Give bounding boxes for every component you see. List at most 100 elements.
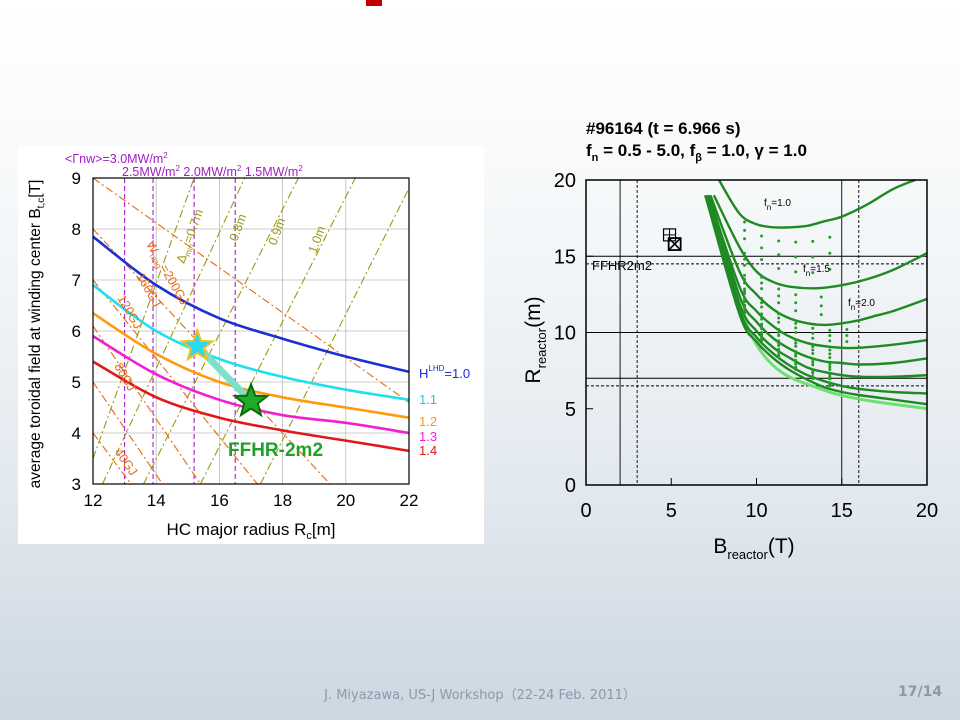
right-scan-dot (760, 312, 764, 316)
right-ytick-label: 10 (554, 323, 576, 345)
wmag-contour-line (92, 381, 163, 485)
right-markers (662, 228, 682, 251)
right-scan-dot (794, 309, 798, 313)
right-series-line-4 (707, 194, 928, 366)
fn-label-2-0: fn=2.0 (848, 298, 875, 312)
left-ytick-label: 5 (72, 373, 81, 392)
right-scan-dot (794, 321, 798, 325)
right-ylabel: Rreactor(m) (522, 296, 549, 383)
design-star-initial (179, 327, 216, 362)
right-scan-dot (811, 371, 815, 375)
right-scan-dot (777, 301, 781, 305)
right-scan-dot (743, 273, 747, 277)
hc-field-chart: 12 14 16 18 20 22 3 4 5 6 7 8 9 <Γnw>=3.0MW/m2 2.5MW… (27, 151, 470, 542)
right-xtick-label: 0 (580, 500, 591, 522)
right-scan-dot (828, 267, 832, 271)
design-points (179, 327, 270, 418)
right-ticks: 0 5 10 15 20 0 5 10 15 20 (554, 170, 938, 522)
right-scan-dot (777, 355, 781, 359)
right-title-line1: #96164 (t = 6.966 s) (586, 119, 741, 138)
left-ticks: 12 14 16 18 20 22 3 4 5 6 7 8 9 (72, 169, 419, 510)
right-scan-dot (760, 334, 764, 338)
right-scan-dot (811, 336, 815, 340)
right-ytick-label: 5 (565, 399, 576, 421)
right-scan-dot (760, 317, 764, 321)
left-ytick-label: 4 (72, 424, 81, 443)
right-scan-dot (743, 289, 747, 293)
design-star-ffhr (232, 381, 270, 418)
right-scan-dot (743, 220, 747, 224)
ffhr2m2-label: FFHR2m2 (592, 258, 652, 273)
legend-label-1-1: 1.1 (419, 392, 437, 407)
left-ytick-label: 7 (72, 271, 81, 290)
right-scan-dot (828, 367, 832, 371)
left-ytick-label: 6 (72, 322, 81, 341)
right-scan-dot (828, 362, 832, 366)
right-xlabel: Breactor(T) (713, 535, 794, 562)
right-scan-dot (794, 301, 798, 305)
right-scan-dot (828, 334, 832, 338)
fn-label-1-0: fn=1.0 (764, 198, 791, 212)
left-series-line-0 (92, 235, 410, 374)
right-ytick-label: 15 (554, 246, 576, 268)
right-scan-dot (794, 344, 798, 348)
right-scan-dot (777, 339, 781, 343)
left-xtick-label: 18 (273, 491, 292, 510)
right-scan-dot (794, 270, 798, 274)
right-ytick-label: 0 (565, 475, 576, 497)
right-scan-dot (845, 334, 849, 338)
right-scan-dot (811, 331, 815, 335)
right-scan-dot (777, 312, 781, 316)
right-scan-dot (777, 239, 781, 243)
ffhr-annotation: FFHR-2m2 (228, 440, 323, 461)
nw-header-line1: <Γnw>=3.0MW/m2 (65, 151, 168, 166)
right-scan-dot (828, 365, 832, 369)
right-scan-dot (743, 263, 747, 267)
left-xtick-label: 14 (147, 491, 166, 510)
right-scan-dot (811, 377, 815, 381)
right-scan-dot (743, 228, 747, 232)
right-scan-dot (828, 372, 832, 376)
right-scan-dot (819, 304, 823, 308)
right-chart-panel: #96164 (t = 6.966 s) fn = 0.5 - 5.0, fβ … (492, 110, 952, 580)
right-scan-dot (760, 314, 764, 318)
right-scan-dot (811, 360, 815, 364)
right-scan-dot (777, 331, 781, 334)
delta-contour-line (143, 177, 299, 485)
left-series-line-1 (92, 284, 410, 402)
right-scan-dot (760, 324, 764, 328)
right-scan-dot (777, 343, 781, 347)
delta-contour-line (259, 187, 410, 485)
right-scan-dot (777, 253, 781, 257)
wmag-label-40: 40GJ (112, 446, 141, 479)
right-scan-dot (760, 301, 764, 305)
footer-citation: J. Miyazawa, US-J Workshop（22-24 Feb. 20… (324, 688, 636, 703)
right-scan-dot (760, 258, 764, 262)
right-scan-dot (760, 246, 764, 250)
right-scan-dot (811, 358, 815, 362)
delta-label-07: Δmin=0.7m (174, 207, 208, 265)
right-scan-dot (828, 377, 832, 381)
wmag-label-80: 80GJ (111, 361, 138, 394)
right-title-line2: fn = 0.5 - 5.0, fβ = 1.0, γ = 1.0 (586, 141, 807, 164)
right-series-line-2 (709, 194, 928, 327)
right-scan-dot (811, 351, 815, 355)
delta-label-09: 0.9m (266, 216, 289, 247)
right-scan-dot (777, 320, 781, 324)
left-plot-grid (93, 178, 409, 484)
right-scan-dot (811, 326, 815, 330)
wmag-contour-line (92, 177, 410, 403)
right-scan-dot (794, 352, 798, 356)
right-scan-dot (794, 331, 798, 334)
right-scan-dot (794, 341, 798, 345)
right-scan-dot (794, 293, 798, 297)
right-scan-dot (760, 275, 764, 279)
right-scan-dot (760, 297, 764, 301)
right-scan-dot (777, 287, 781, 291)
right-scan-dot (794, 255, 798, 259)
legend-hlhd-label: HLHD=1.0 (419, 364, 470, 381)
wmag-contour-line (92, 432, 132, 485)
left-dashed-contours (92, 177, 410, 485)
right-scan-dot (828, 352, 832, 356)
right-scan-dot (743, 292, 747, 296)
